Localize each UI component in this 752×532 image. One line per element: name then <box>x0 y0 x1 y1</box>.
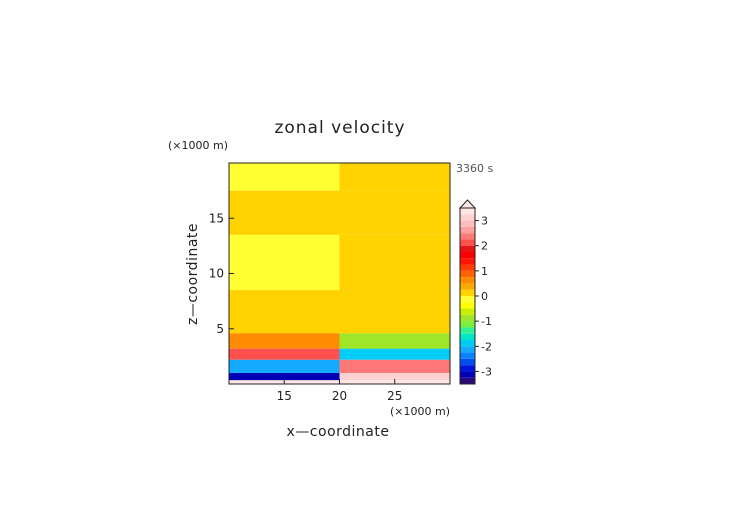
colorbar-swatch <box>460 358 475 366</box>
colorbar-tick-label: 0 <box>481 290 488 303</box>
field-cell-left-1 <box>229 372 340 381</box>
colorbar-swatch <box>460 226 475 234</box>
colorbar-swatch <box>460 377 475 384</box>
colorbar-tick-label: -2 <box>481 340 492 353</box>
colorbar-swatch <box>460 352 475 359</box>
colorbar-tick-label: 2 <box>481 240 488 253</box>
field-cell-right-6 <box>339 262 450 291</box>
colorbar-swatch <box>460 220 475 227</box>
field-cell-right-3 <box>339 348 450 360</box>
colorbar-swatch <box>460 277 475 284</box>
field-cell-right-5 <box>339 290 450 334</box>
colorbar-swatch <box>460 346 475 353</box>
colorbar-swatch <box>460 245 475 252</box>
x-tick-label: 20 <box>332 389 347 403</box>
colorbar-swatch <box>460 371 475 378</box>
field-cell-right-8 <box>339 190 450 235</box>
field-cell-left-2 <box>229 359 340 373</box>
colorbar: -3 -2 -1 0 1 2 3 <box>458 199 492 385</box>
colorbar-swatch <box>460 258 475 265</box>
colorbar-swatch <box>460 333 475 340</box>
x-axis-ticks: 15 20 25 <box>277 379 402 403</box>
colorbar-tick-label: -3 <box>481 365 492 378</box>
y-tick-label: 10 <box>209 267 224 281</box>
colorbar-swatch <box>460 283 475 290</box>
y-axis-label: z—coordinate <box>185 223 201 325</box>
colorbar-tick-label: 3 <box>481 215 488 228</box>
chart-title: zonal velocity <box>274 118 405 138</box>
field-cell-left-4 <box>229 333 340 349</box>
field-cell-left-5 <box>229 290 340 334</box>
x-tick-label: 25 <box>387 389 402 403</box>
field-cell-left-3 <box>229 348 340 360</box>
colorbar-swatch <box>460 270 475 278</box>
colorbar-swatch <box>460 214 475 221</box>
y-axis-ticks: 5 10 15 <box>209 211 234 336</box>
y-axis-unit: (×1000 m) <box>168 139 228 152</box>
x-tick-label: 15 <box>277 389 292 403</box>
field-cell-right-2 <box>339 359 450 373</box>
colorbar-swatch <box>460 239 475 246</box>
field-cell-left-8 <box>229 190 340 235</box>
time-label: 3360 s <box>456 162 493 175</box>
field-cell-right-4 <box>339 333 450 349</box>
x-axis-unit: (×1000 m) <box>390 405 450 418</box>
colorbar-swatch <box>460 302 475 309</box>
colorbar-tick-label: -1 <box>481 315 492 328</box>
colorbar-swatch <box>460 308 475 315</box>
field-cell-left-6 <box>229 262 340 291</box>
y-tick-label: 5 <box>216 322 224 336</box>
colorbar-tick-label: 1 <box>481 265 488 278</box>
colorbar-swatch <box>460 340 475 347</box>
colorbar-swatch <box>460 264 475 271</box>
field-cell-right-9 <box>339 163 450 191</box>
y-tick-label: 15 <box>209 211 224 225</box>
colorbar-swatch <box>460 365 475 372</box>
velocity-field <box>229 163 450 384</box>
colorbar-swatch <box>460 321 475 328</box>
colorbar-swatch <box>460 208 475 215</box>
field-cell-left-7 <box>229 234 340 263</box>
field-cell-right-7 <box>339 234 450 263</box>
colorbar-swatch <box>460 296 475 303</box>
colorbar-swatch <box>460 327 475 334</box>
colorbar-extend-triangle <box>458 199 477 209</box>
field-cell-left-9 <box>229 163 340 191</box>
colorbar-swatch <box>460 314 475 322</box>
field-cell-right-1 <box>339 372 450 381</box>
x-axis-label: x—coordinate <box>287 424 390 440</box>
colorbar-swatch <box>460 289 475 296</box>
colorbar-swatch <box>460 252 475 259</box>
colorbar-swatch <box>460 233 475 240</box>
